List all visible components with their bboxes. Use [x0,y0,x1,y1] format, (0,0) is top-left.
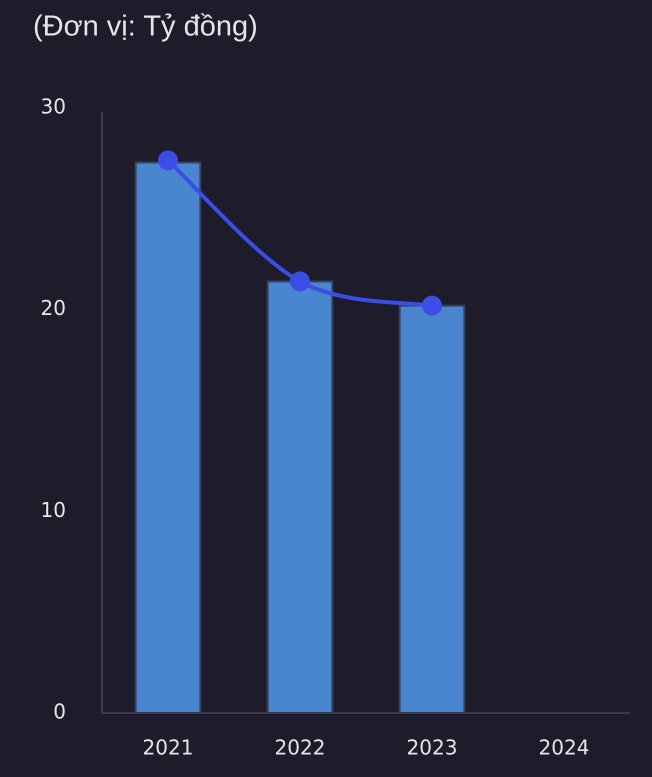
x-tick-label: 2022 [275,736,326,760]
y-tick-label: 10 [41,498,66,522]
y-tick-label: 30 [41,95,66,119]
line-point [422,295,442,316]
chart-title: (Đơn vị: Tỷ đồng) [33,11,258,43]
x-tick-label: 2024 [539,736,590,760]
bar [134,161,202,714]
bar [398,304,466,714]
y-tick-label: 0 [53,700,66,724]
bar [266,280,334,714]
y-tick-label: 20 [41,296,66,320]
x-tick-label: 2023 [407,736,458,760]
line-point [158,150,178,171]
x-tick-label: 2021 [143,736,194,760]
line-point [290,271,310,292]
